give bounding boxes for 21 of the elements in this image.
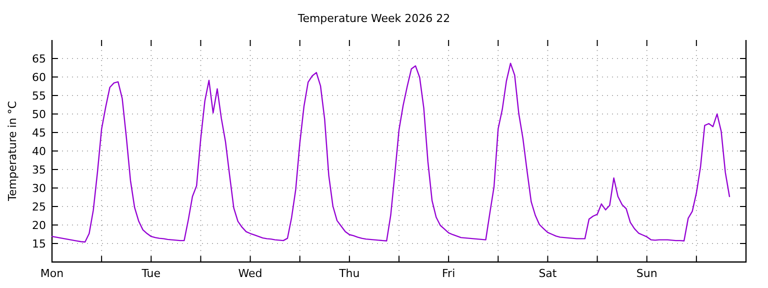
y-tick-label: 15 [32, 238, 46, 250]
y-tick-label: 35 [32, 164, 46, 176]
y-tick-label: 25 [32, 200, 46, 214]
y-tick-label: 55 [32, 90, 46, 102]
x-tick-label: Sun [636, 267, 658, 280]
x-tick-label: Sat [538, 267, 558, 280]
y-axis-title: Temperature in °C [6, 100, 19, 202]
y-tick-label: 50 [32, 108, 46, 121]
y-tick-label: 20 [32, 219, 46, 232]
y-tick-label: 30 [32, 182, 46, 195]
y-tick-label: 60 [32, 71, 46, 84]
line-series [51, 62, 730, 243]
y-tick-label: 40 [32, 145, 46, 158]
x-tick-label: Fri [442, 267, 456, 280]
y-tick-label: 65 [32, 52, 46, 66]
x-tick-label: Wed [238, 267, 262, 280]
y-tick-label: 45 [32, 126, 46, 140]
x-tick-label: Tue [140, 267, 161, 280]
chart-title: Temperature Week 2026 22 [296, 12, 450, 25]
x-tick-label: Mon [40, 267, 64, 280]
x-tick-label: Thu [338, 267, 360, 280]
